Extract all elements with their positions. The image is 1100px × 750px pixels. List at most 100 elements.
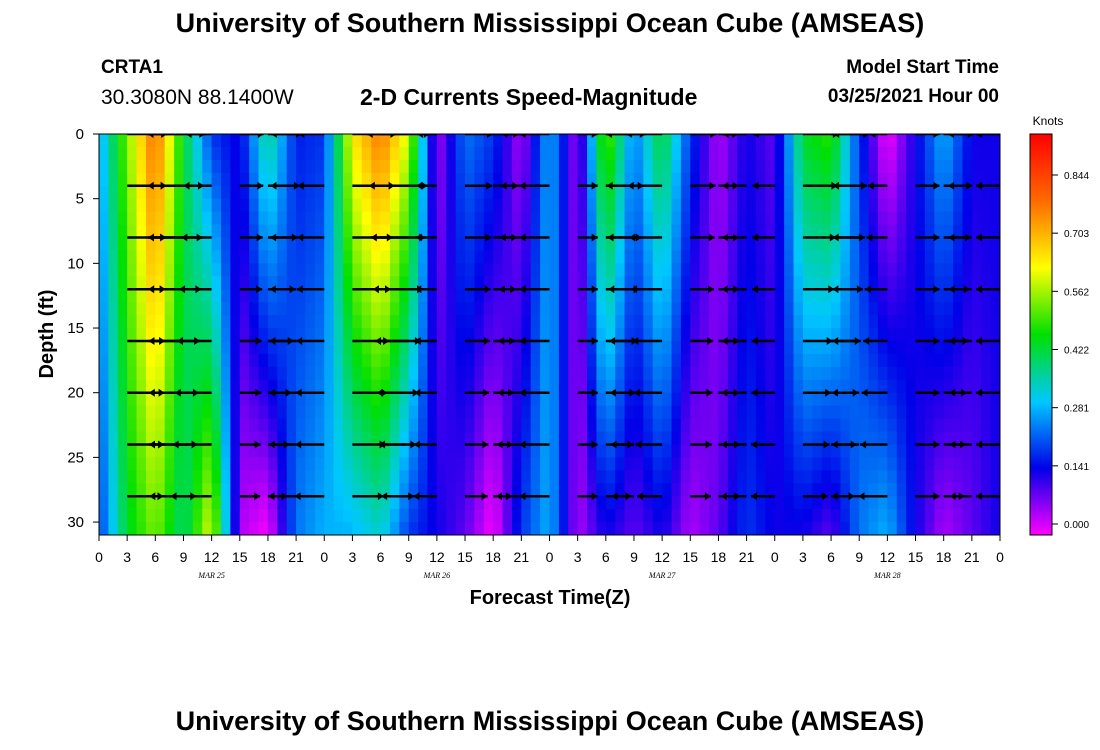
- heatmap-cell: [746, 302, 757, 316]
- heatmap-cell: [877, 172, 888, 187]
- heatmap-cell: [324, 159, 335, 174]
- heatmap-cell: [746, 263, 757, 277]
- heatmap-cell: [633, 340, 644, 355]
- heatmap-cell: [868, 470, 879, 484]
- heatmap-cell: [981, 237, 992, 252]
- heatmap-cell: [915, 263, 926, 277]
- chart-title: 2-D Currents Speed-Magnitude: [360, 84, 698, 110]
- heatmap-cell: [934, 392, 945, 407]
- current-vector: [832, 336, 860, 345]
- heatmap-cell: [230, 444, 241, 458]
- heatmap-cell: [174, 431, 185, 446]
- heatmap-cell: [558, 146, 569, 161]
- heatmap-cell: [465, 509, 476, 523]
- heatmap-cell: [962, 444, 973, 458]
- heatmap-cell: [887, 237, 898, 252]
- heatmap-cell: [333, 366, 344, 381]
- heatmap-cell: [333, 328, 344, 342]
- heatmap-cell: [915, 379, 926, 394]
- heatmap-cell: [596, 379, 607, 394]
- heatmap-cell: [699, 483, 710, 497]
- heatmap-cell: [596, 159, 607, 174]
- heatmap-cell: [427, 470, 438, 484]
- heatmap-cell: [230, 418, 241, 433]
- heatmap-cell: [840, 353, 851, 368]
- heatmap-cell: [605, 457, 616, 471]
- heatmap-cell: [699, 146, 710, 161]
- heatmap-cell: [859, 185, 870, 200]
- heatmap-cell: [709, 444, 720, 458]
- heatmap-cell: [164, 418, 175, 433]
- heatmap-cell: [108, 172, 119, 187]
- heatmap-cell: [305, 509, 316, 523]
- heatmap-cell: [530, 470, 541, 484]
- heatmap-cell: [258, 379, 269, 394]
- heatmap-cell: [511, 418, 522, 433]
- heatmap-cell: [136, 159, 147, 174]
- heatmap-cell: [183, 392, 194, 407]
- heatmap-cell: [324, 263, 335, 277]
- heatmap-cell: [990, 185, 1000, 200]
- heatmap-cell: [737, 185, 748, 200]
- current-vector: [73, 492, 99, 500]
- heatmap-cell: [371, 509, 382, 523]
- heatmap-cell: [849, 366, 860, 381]
- heatmap-cell: [361, 392, 372, 407]
- heatmap-cell: [183, 134, 194, 148]
- heatmap-cell: [136, 483, 147, 497]
- heatmap-cell: [399, 444, 410, 458]
- heatmap-cell: [755, 211, 766, 226]
- heatmap-cell: [155, 302, 166, 316]
- heatmap-cell: [718, 289, 729, 303]
- heatmap-cell: [615, 392, 626, 407]
- heatmap-cell: [380, 185, 391, 200]
- heatmap-cell: [877, 276, 888, 290]
- heatmap-cell: [267, 315, 278, 329]
- heatmap-cell: [427, 237, 438, 252]
- heatmap-cell: [755, 315, 766, 329]
- heatmap-cell: [474, 470, 485, 484]
- heatmap-cell: [502, 379, 513, 394]
- heatmap-cell: [671, 146, 682, 161]
- heatmap-cell: [924, 353, 935, 368]
- heatmap-cell: [286, 276, 297, 290]
- heatmap-cell: [286, 444, 297, 458]
- heatmap-cell: [296, 250, 307, 264]
- heatmap-cell: [915, 431, 926, 446]
- heatmap-cell: [953, 392, 964, 407]
- heatmap-cell: [953, 444, 964, 458]
- heatmap-cell: [502, 340, 513, 355]
- heatmap-cell: [990, 159, 1000, 174]
- heatmap-cell: [267, 405, 278, 420]
- current-vector: [948, 285, 972, 294]
- heatmap-cell: [483, 237, 494, 252]
- heatmap-cell: [718, 418, 729, 433]
- heatmap-cell: [549, 185, 560, 200]
- heatmap-cell: [324, 146, 335, 161]
- heatmap-cell: [727, 496, 738, 510]
- heatmap-cell: [699, 237, 710, 252]
- heatmap-cell: [474, 159, 485, 174]
- heatmap-cell: [859, 276, 870, 290]
- heatmap-cell: [324, 457, 335, 471]
- heatmap-cell: [699, 431, 710, 446]
- heatmap-cell: [690, 379, 701, 394]
- heatmap-cell: [249, 392, 260, 407]
- heatmap-cell: [258, 392, 269, 407]
- heatmap-cell: [812, 340, 823, 355]
- heatmap-cell: [877, 315, 888, 329]
- heatmap-cell: [943, 276, 954, 290]
- heatmap-cell: [727, 483, 738, 497]
- heatmap-cell: [831, 353, 842, 368]
- heatmap-cell: [343, 353, 354, 368]
- heatmap-cell: [249, 146, 260, 161]
- heatmap-cell: [943, 431, 954, 446]
- heatmap-cell: [746, 198, 757, 213]
- heatmap-cell: [915, 237, 926, 252]
- current-vector: [183, 181, 212, 190]
- heatmap-cell: [821, 146, 832, 161]
- heatmap-cell: [455, 172, 466, 187]
- heatmap-cell: [868, 185, 879, 200]
- heatmap-cell: [305, 470, 316, 484]
- heatmap-cell: [596, 198, 607, 213]
